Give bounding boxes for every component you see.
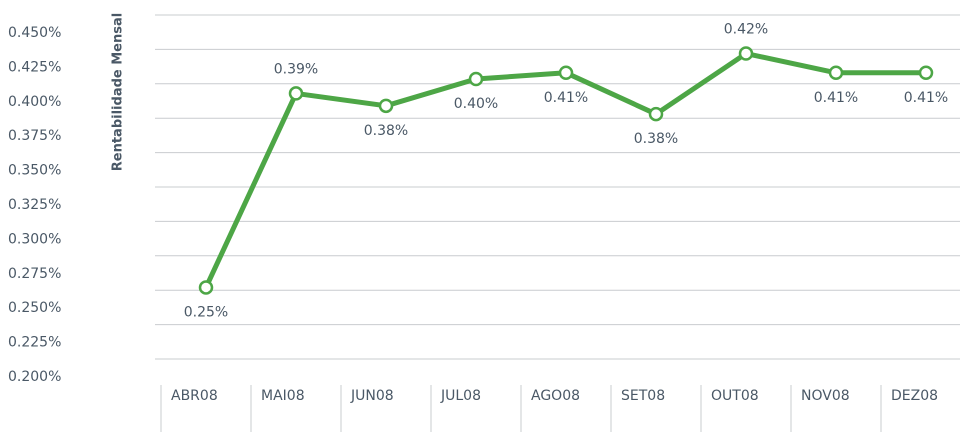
point (198, 280, 214, 295)
y-tick-label: 0.350% (8, 163, 61, 179)
y-tick-label: 0.225% (8, 335, 61, 351)
point (738, 46, 754, 61)
data-label: 0.41% (544, 90, 588, 106)
data-label: 0.38% (634, 131, 678, 147)
data-label: 0.41% (814, 90, 858, 106)
line (203, 51, 926, 289)
x-tick-label: ABR08 (171, 388, 218, 404)
data-label: 0.40% (454, 96, 498, 112)
x-tick-label: JUN08 (350, 388, 394, 404)
x-tick-label: NOV08 (801, 388, 850, 404)
y-tick-label: 0.300% (8, 231, 61, 247)
y-tick-label: 0.450% (8, 25, 61, 41)
y-tick-label: 0.375% (8, 128, 61, 144)
y-tick-label: 0.200% (8, 369, 61, 385)
x-tick-label: MAI08 (261, 388, 305, 404)
data-label: 0.41% (904, 90, 948, 106)
x-tick-label: DEZ08 (891, 388, 938, 404)
point (558, 65, 574, 81)
y-axis-label: Rentabilidade Mensal (111, 13, 126, 171)
point (288, 86, 304, 101)
point (648, 106, 664, 122)
data-label: 0.39% (274, 61, 318, 77)
point (918, 65, 934, 81)
y-tick-label: 0.275% (8, 266, 61, 282)
y-tick-label: 0.425% (8, 59, 61, 75)
x-tick-label: AGO08 (531, 388, 580, 404)
x-tick-label: SET08 (621, 388, 665, 404)
data-label: 0.25% (184, 304, 228, 320)
x-tick-label: JUL08 (440, 388, 481, 404)
point (828, 65, 844, 81)
y-tick-label: 0.250% (8, 300, 61, 316)
point (378, 98, 394, 114)
point (468, 71, 484, 87)
y-tick-label: 0.400% (8, 94, 61, 110)
x-tick-label: OUT08 (711, 388, 759, 404)
data-label: 0.38% (364, 123, 408, 139)
data-label: 0.42% (724, 22, 768, 38)
y-tick-label: 0.325% (8, 197, 61, 213)
